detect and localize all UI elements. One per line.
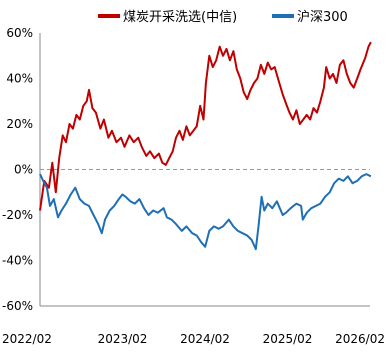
y-tick-label: 40%	[6, 72, 33, 86]
series-layer	[39, 41, 372, 251]
x-tick-label: 2023/02	[98, 332, 148, 346]
x-tick-label: 2026/02	[335, 332, 385, 346]
series-line-coal	[39, 41, 372, 211]
legend-label-coal: 煤炭开采洗选(中信)	[123, 10, 237, 25]
legend-label-csi300: 沪深300	[297, 9, 348, 25]
legend: 煤炭开采洗选(中信) 沪深300	[98, 9, 348, 25]
y-tick-label: 0%	[14, 163, 33, 177]
y-axis: 60% 40% 20% 0% -20% -40% -60%	[2, 26, 370, 313]
y-tick-label: -60%	[2, 299, 33, 313]
y-tick-label: 60%	[6, 26, 33, 40]
x-tick-label: 2022/02	[2, 332, 52, 346]
y-tick-label: 20%	[6, 117, 33, 131]
x-tick-label: 2024/02	[180, 332, 230, 346]
x-axis: 2022/02 2023/02 2024/02 2025/02 2026/02	[2, 305, 385, 346]
y-tick-label: -20%	[2, 208, 33, 222]
series-line-csi300	[39, 173, 372, 251]
y-tick-label: -40%	[2, 254, 33, 268]
x-tick-label: 2025/02	[263, 332, 313, 346]
